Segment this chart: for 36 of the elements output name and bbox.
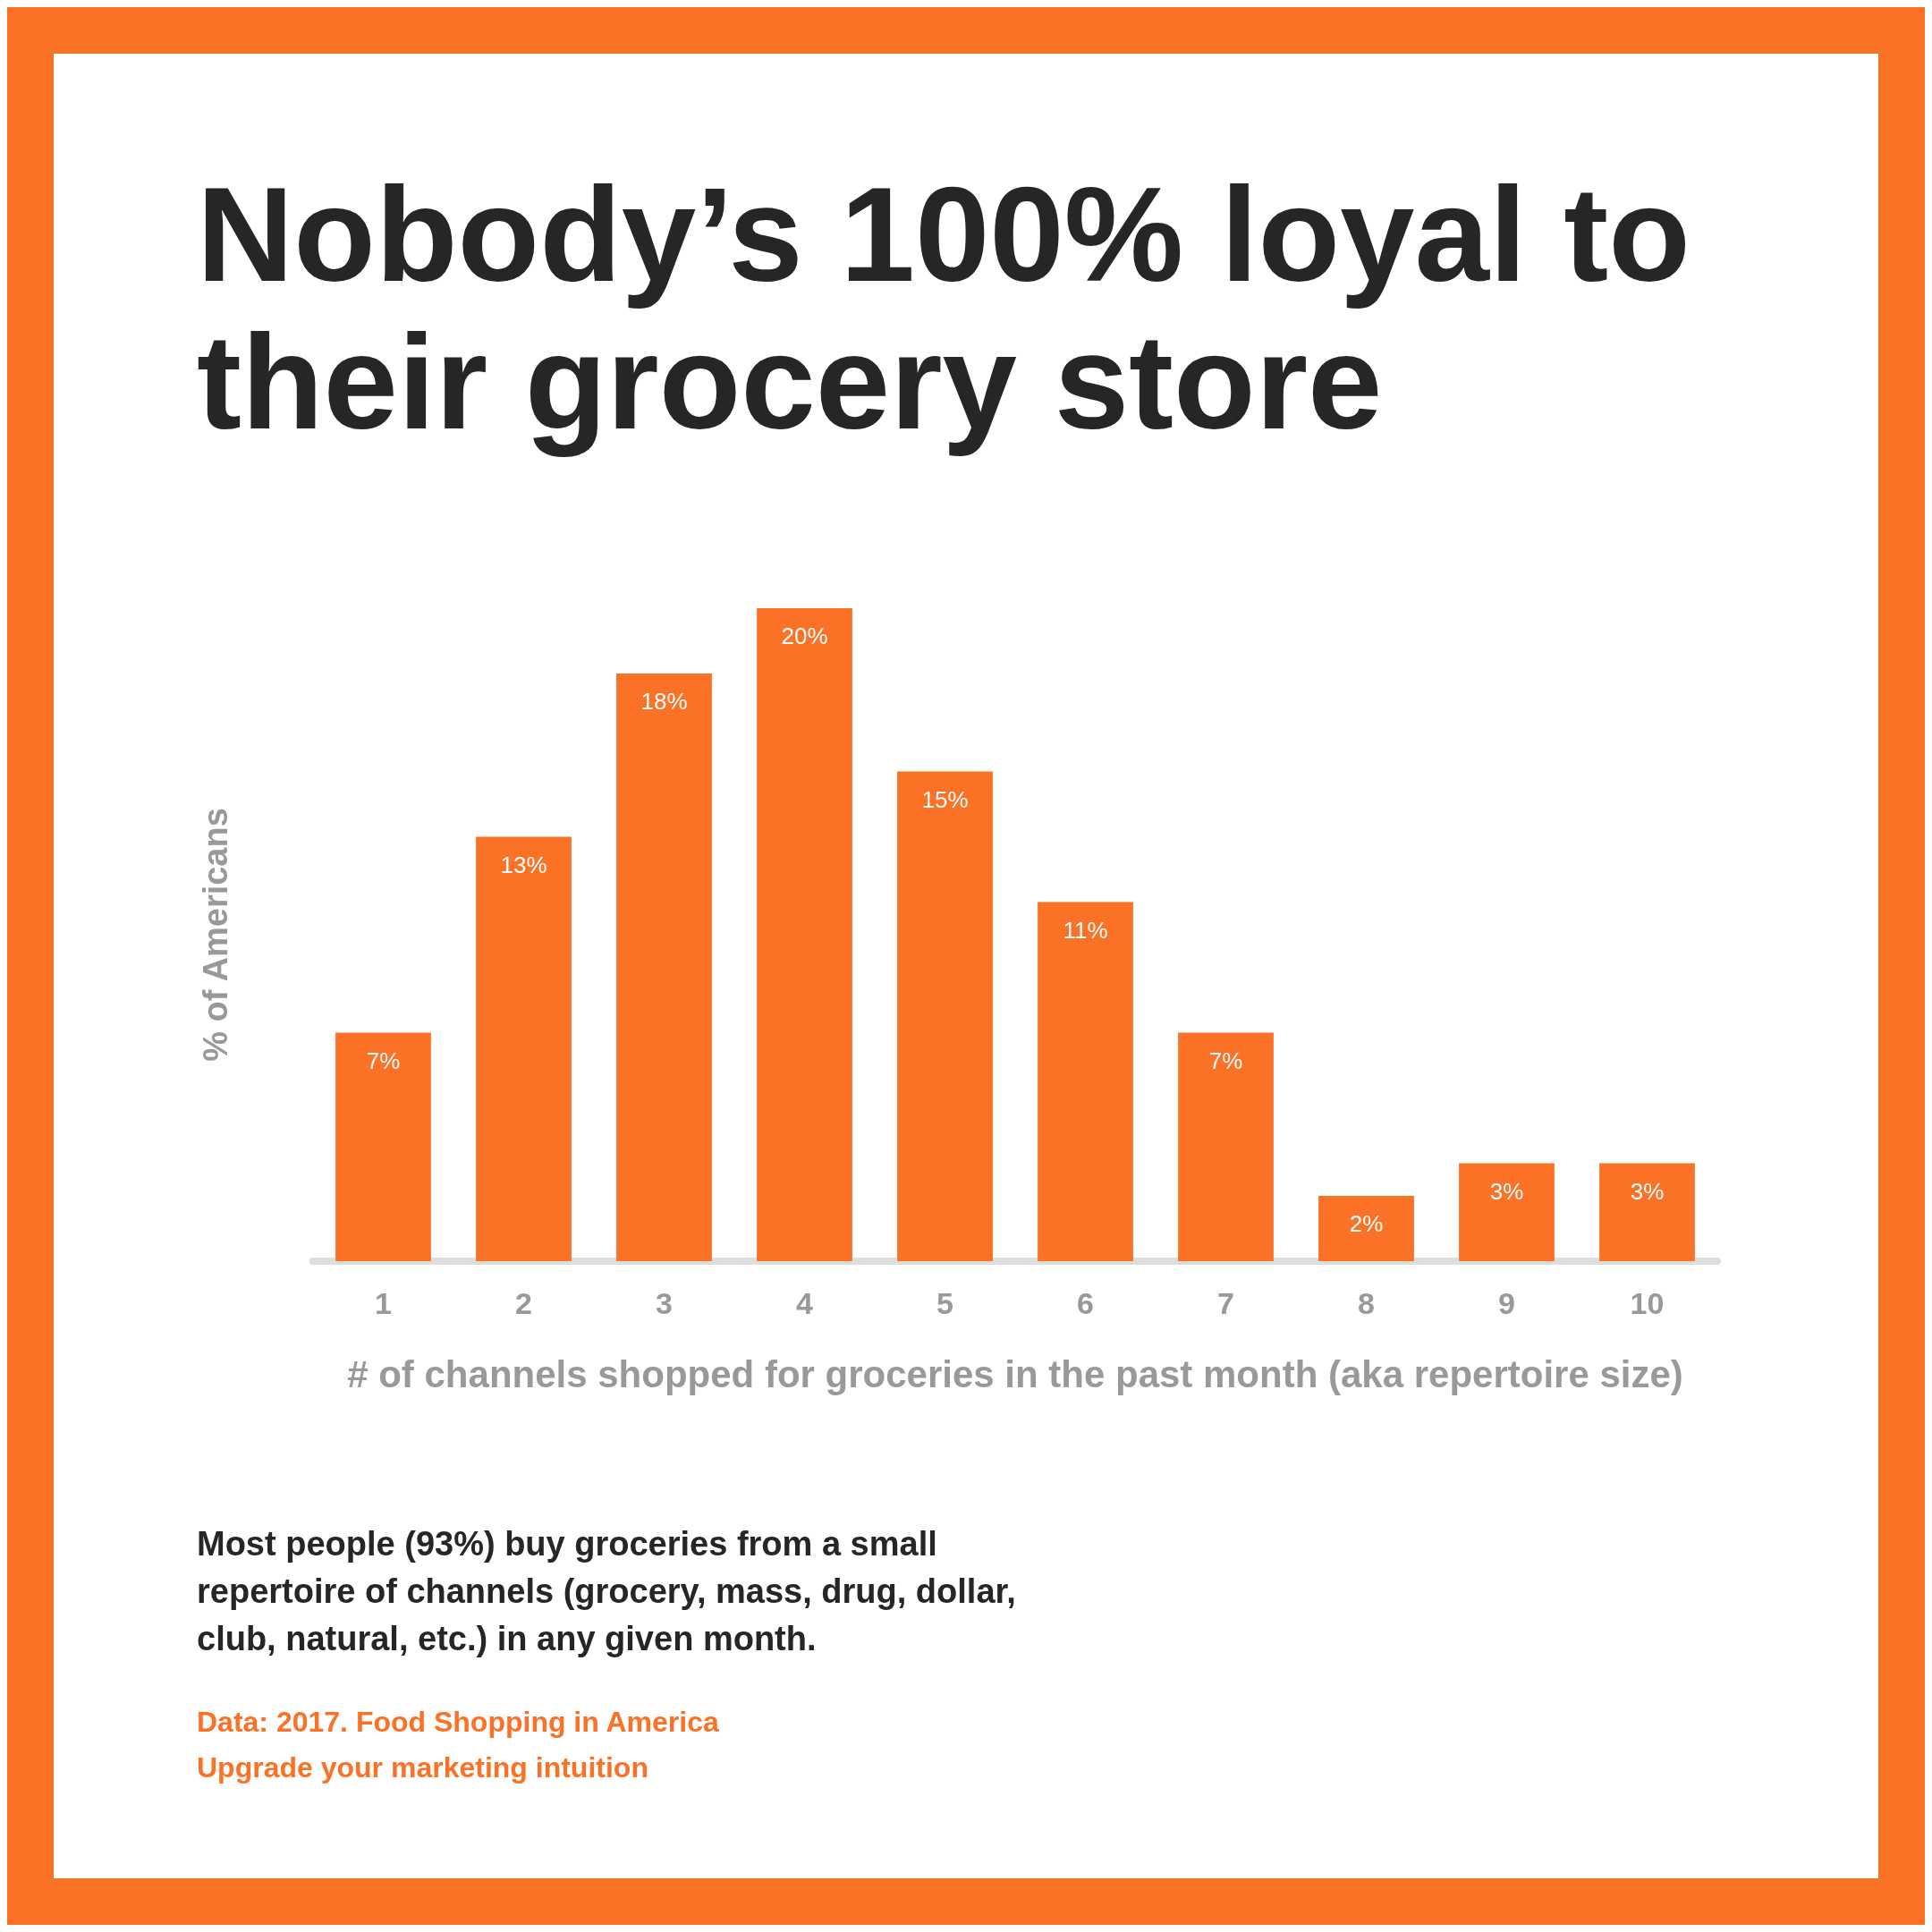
x-tick-label: 8 — [1358, 1286, 1375, 1320]
bar — [1038, 902, 1133, 1261]
bar — [1318, 1196, 1414, 1261]
bar — [476, 836, 572, 1261]
data-label: 13% — [500, 851, 547, 878]
bar — [1599, 1163, 1695, 1261]
x-tick-label: 5 — [936, 1286, 953, 1320]
bar — [335, 1032, 431, 1261]
data-label: 7% — [1208, 1046, 1243, 1074]
data-label: 18% — [640, 688, 688, 715]
bar — [897, 771, 993, 1261]
data-label: 7% — [366, 1046, 401, 1074]
bar — [1459, 1163, 1555, 1261]
data-label: 2% — [1349, 1210, 1384, 1237]
x-tick-label: 10 — [1630, 1286, 1665, 1320]
text: Most people (93%) buy groceries from a small repertoire of channels (grocery, mass, drug, dollar, club, natural, etc.) in any given month. — [197, 1524, 1017, 1660]
x-tick-label: 6 — [1077, 1286, 1094, 1320]
text: Data: 2017. Food Shopping in America — [197, 1705, 720, 1740]
y-axis-title: % of Americans — [197, 808, 234, 1062]
x-tick-label: 7 — [1217, 1286, 1234, 1320]
x-tick-label: 2 — [515, 1286, 532, 1320]
data-label: 3% — [1630, 1177, 1665, 1205]
x-tick-label: 4 — [796, 1286, 814, 1320]
bar — [757, 608, 852, 1261]
x-tick-label: 1 — [375, 1286, 392, 1320]
chart-title: Nobody’s 100% loyal to their grocery store — [197, 159, 1691, 457]
data-label: 20% — [781, 623, 828, 649]
x-tick-label: 9 — [1498, 1286, 1515, 1320]
data-label: 15% — [921, 785, 969, 813]
text: Upgrade your marketing intuition — [197, 1750, 649, 1786]
x-tick-label: 3 — [656, 1286, 673, 1320]
data-label: 11% — [1063, 916, 1108, 944]
bar — [1178, 1032, 1274, 1261]
x-axis-title: # of channels shopped for groceries in the past month (aka repertoire size) — [347, 1352, 1683, 1395]
data-label: 3% — [1489, 1177, 1524, 1205]
bar — [616, 674, 712, 1261]
